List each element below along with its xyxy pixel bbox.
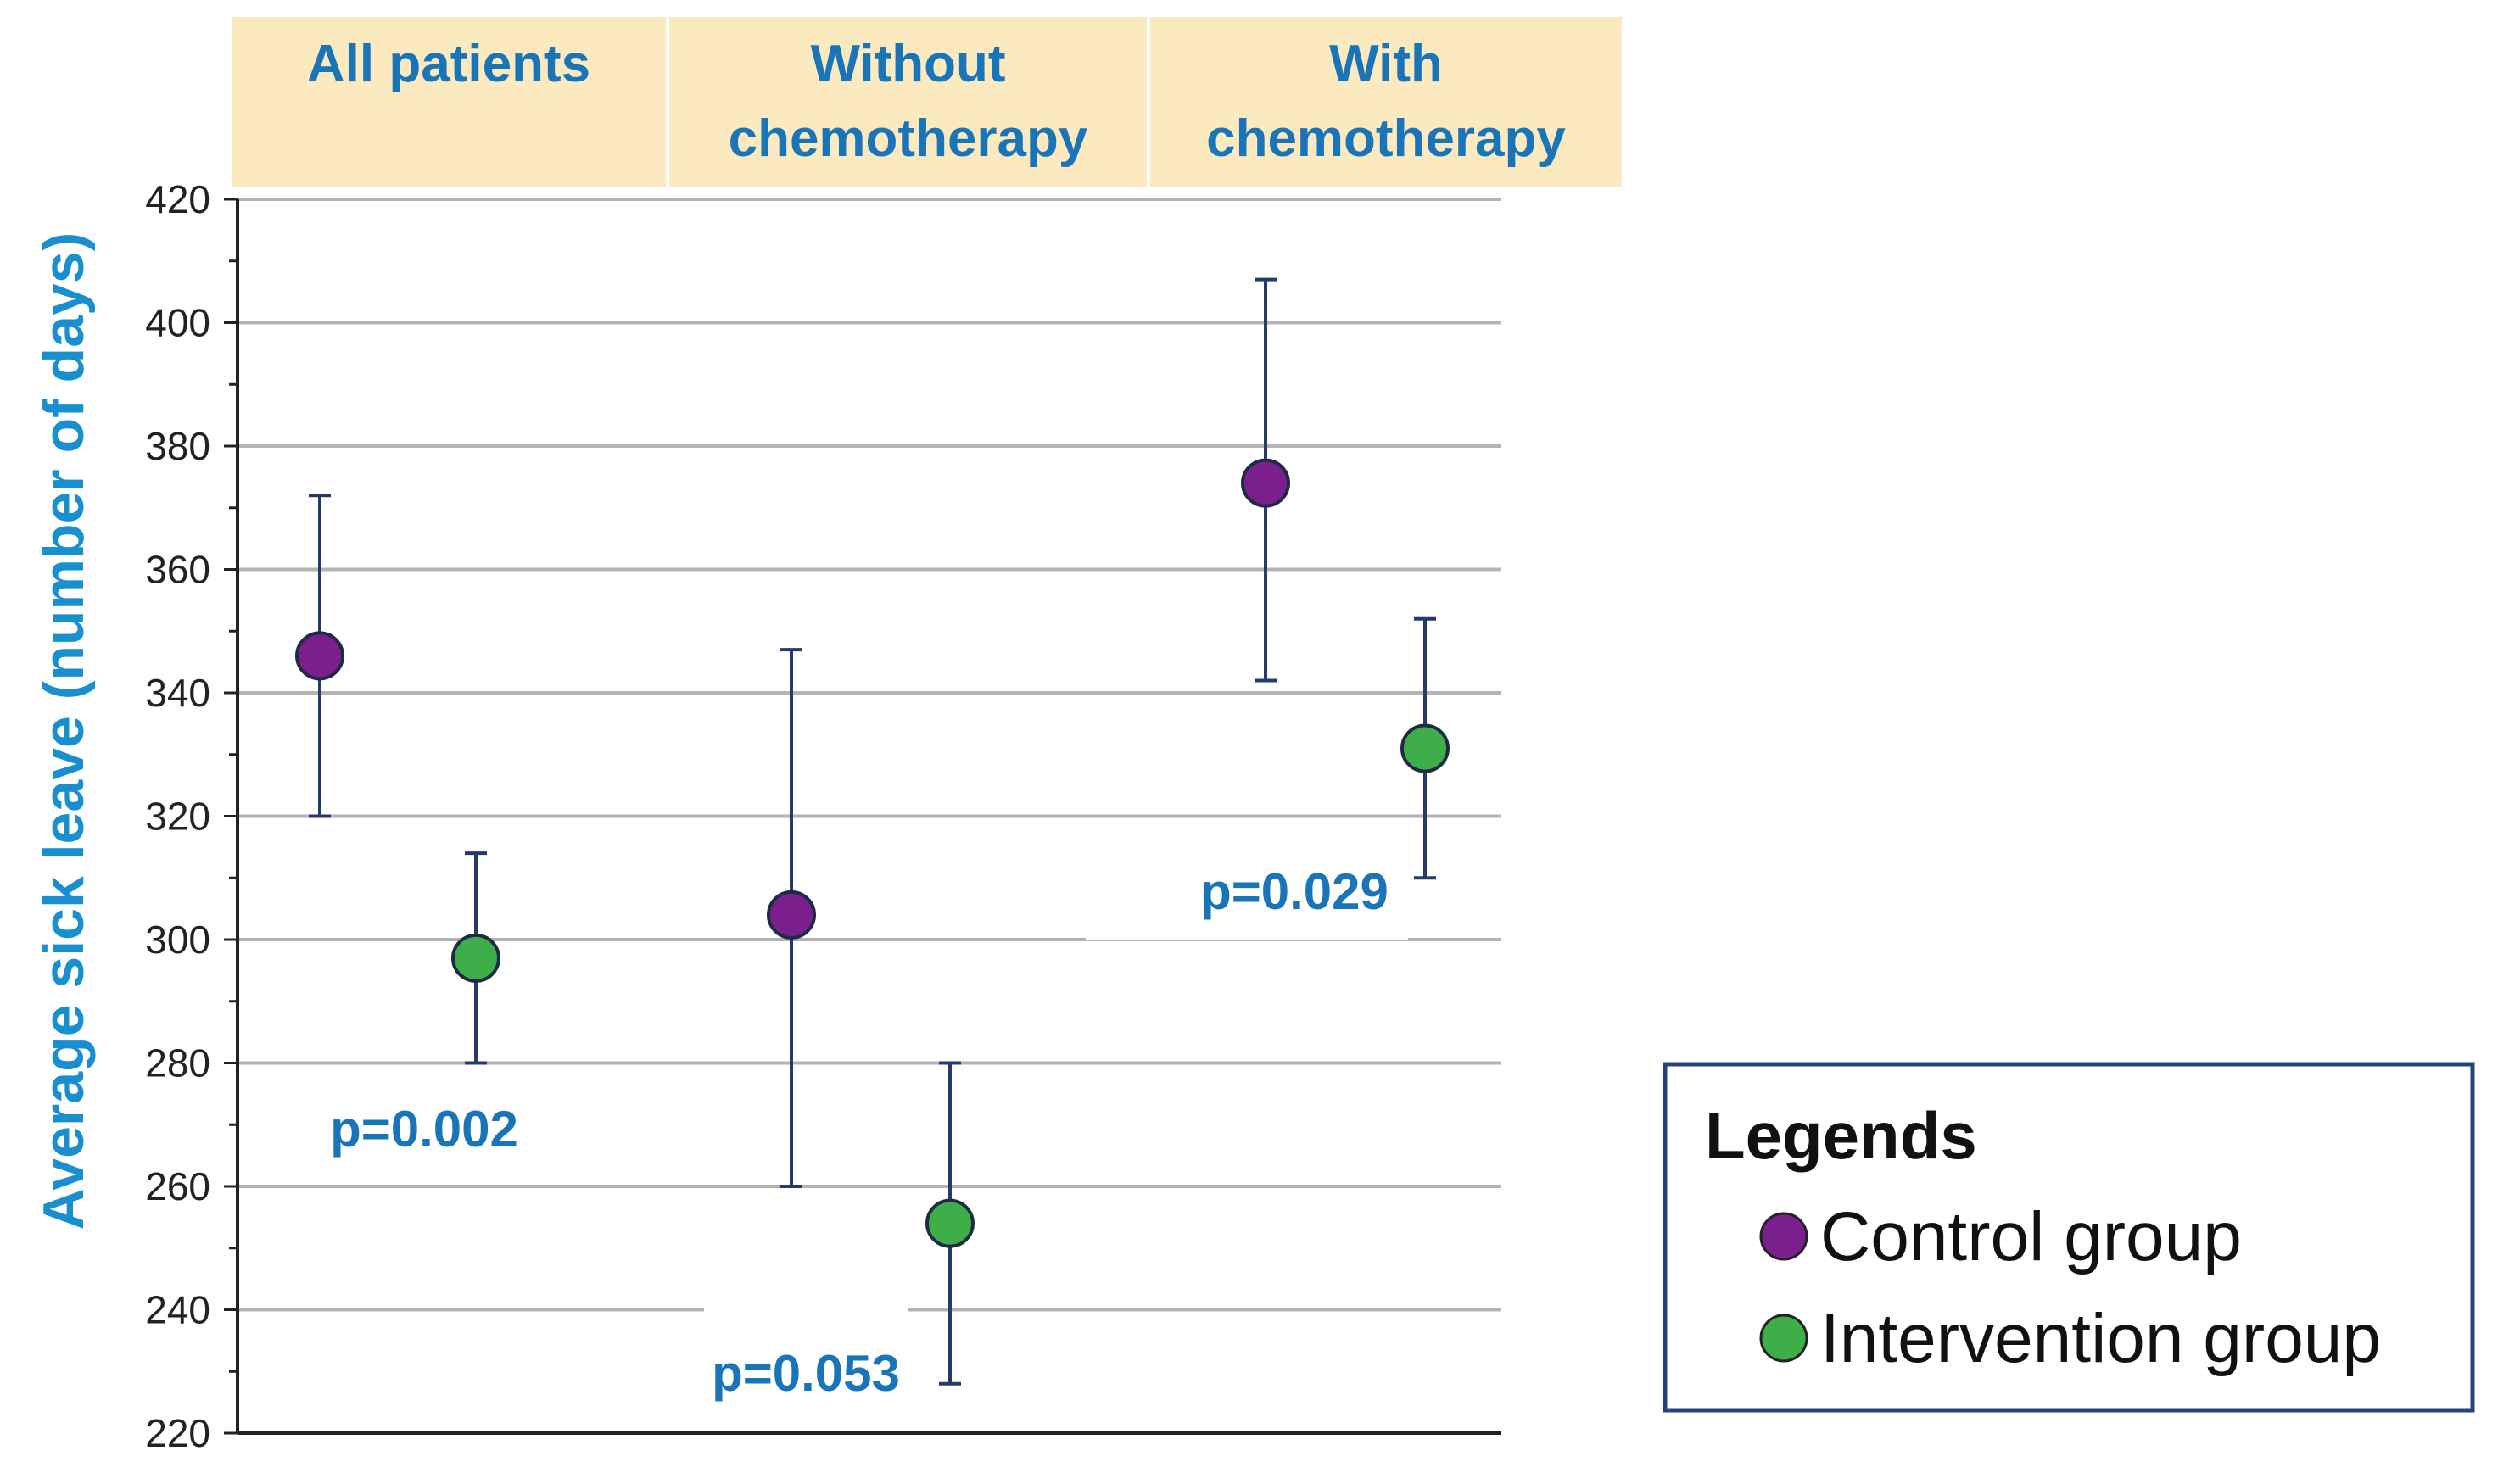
category-headers: All patients Without chemotherapy With chemo… <box>232 17 1622 187</box>
ytick-label-340: 340 <box>145 671 210 715</box>
header-box-0 <box>232 17 666 187</box>
ytick-label-240: 240 <box>145 1288 210 1332</box>
ytick-label-220: 220 <box>145 1411 210 1455</box>
annotation-p-all: p=0.002 <box>330 1101 518 1158</box>
legend: Legends Control group Intervention group <box>1663 1062 2475 1413</box>
annotation-p-without: p=0.053 <box>712 1345 900 1402</box>
point-control-0 <box>295 631 344 681</box>
ytick-label-400: 400 <box>145 301 210 345</box>
header-box-2 <box>1150 17 1622 187</box>
header-label-2-line1: With <box>1329 35 1443 93</box>
header-label-0-line1: All patients <box>307 35 590 93</box>
y-axis-title: Average sick leave (number of days) <box>31 232 96 1230</box>
ytick-label-380: 380 <box>145 424 210 468</box>
point-intervention-1 <box>925 1198 975 1248</box>
legend-control-marker <box>1759 1212 1808 1261</box>
series-marks <box>295 277 1450 1386</box>
header-box-1 <box>669 17 1147 187</box>
annotation-p-with: p=0.029 <box>1200 863 1389 920</box>
point-intervention-2 <box>1400 723 1450 773</box>
ytick-label-300: 300 <box>145 918 210 962</box>
legend-intervention-marker <box>1759 1314 1808 1363</box>
annotation-bg-2 <box>704 1306 908 1374</box>
ytick-label-320: 320 <box>145 795 210 839</box>
legend-intervention-label: Intervention group <box>1820 1300 2381 1377</box>
header-label-2-line2: chemotherapy <box>1206 109 1566 168</box>
ytick-label-260: 260 <box>145 1164 210 1208</box>
header-label-1-line2: chemotherapy <box>729 109 1088 168</box>
legend-title: Legends <box>1705 1098 1977 1173</box>
ytick-label-360: 360 <box>145 548 210 592</box>
header-label-1-line1: Without <box>810 35 1005 93</box>
point-intervention-0 <box>451 933 500 983</box>
point-control-1 <box>767 890 816 940</box>
y-tick-labels: 220 240 260 280 300 320 340 360 380 400 420 <box>145 177 210 1455</box>
annotation-bg-3 <box>1086 848 1408 940</box>
legend-control-label: Control group <box>1820 1198 2242 1275</box>
annotation-bg-1 <box>322 1094 526 1162</box>
point-control-2 <box>1241 458 1290 508</box>
ytick-label-280: 280 <box>145 1041 210 1085</box>
ytick-label-420: 420 <box>145 177 210 221</box>
